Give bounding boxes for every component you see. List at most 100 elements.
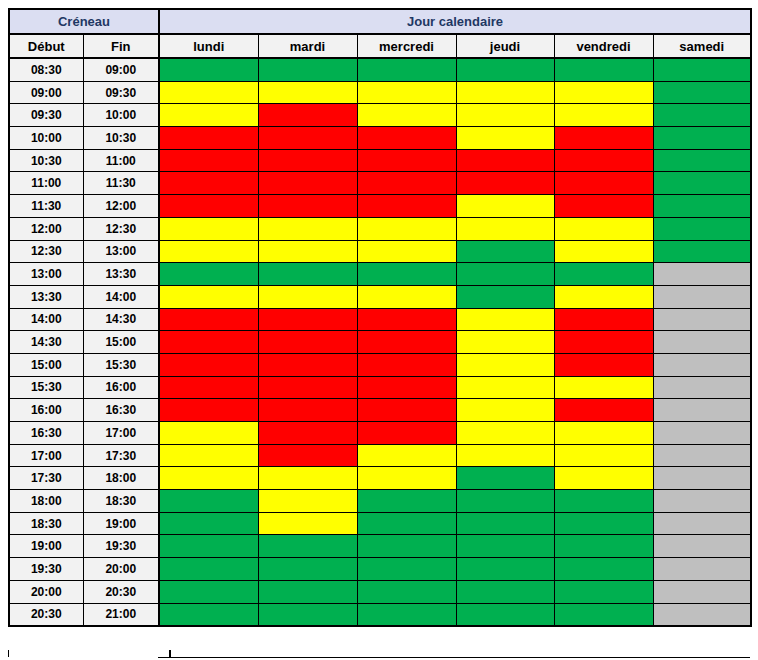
cell-samedi-0930[interactable] [653, 104, 751, 127]
cell-mercredi-1800[interactable] [357, 490, 456, 513]
cell-mardi-1530[interactable] [258, 376, 357, 399]
cell-samedi-1830[interactable] [653, 512, 751, 535]
cell-samedi-1930[interactable] [653, 558, 751, 581]
cell-lundi-1600[interactable] [159, 399, 258, 422]
cell-samedi-1800[interactable] [653, 490, 751, 513]
cell-mardi-0830[interactable] [258, 58, 357, 81]
cell-lundi-1130[interactable] [159, 195, 258, 218]
cell-jeudi-1300[interactable] [456, 263, 554, 286]
cell-vendredi-0930[interactable] [554, 104, 653, 127]
cell-lundi-1330[interactable] [159, 285, 258, 308]
cell-lundi-1500[interactable] [159, 353, 258, 376]
cell-lundi-0900[interactable] [159, 81, 258, 104]
cell-samedi-1030[interactable] [653, 149, 751, 172]
cell-jeudi-0900[interactable] [456, 81, 554, 104]
cell-mardi-1830[interactable] [258, 512, 357, 535]
cell-samedi-1900[interactable] [653, 535, 751, 558]
cell-jeudi-1000[interactable] [456, 127, 554, 150]
cell-mercredi-1600[interactable] [357, 399, 456, 422]
cell-mardi-1730[interactable] [258, 467, 357, 490]
cell-samedi-0830[interactable] [653, 58, 751, 81]
cell-jeudi-1400[interactable] [456, 308, 554, 331]
cell-mercredi-1700[interactable] [357, 444, 456, 467]
cell-mercredi-1400[interactable] [357, 308, 456, 331]
cell-lundi-1100[interactable] [159, 172, 258, 195]
cell-vendredi-1430[interactable] [554, 331, 653, 354]
cell-mercredi-1130[interactable] [357, 195, 456, 218]
cell-samedi-1730[interactable] [653, 467, 751, 490]
cell-mercredi-1630[interactable] [357, 422, 456, 445]
cell-mercredi-2000[interactable] [357, 580, 456, 603]
cell-mercredi-0830[interactable] [357, 58, 456, 81]
cell-mardi-1900[interactable] [258, 535, 357, 558]
cell-jeudi-1200[interactable] [456, 217, 554, 240]
cell-vendredi-1230[interactable] [554, 240, 653, 263]
cell-samedi-1530[interactable] [653, 376, 751, 399]
cell-mercredi-1900[interactable] [357, 535, 456, 558]
cell-jeudi-1700[interactable] [456, 444, 554, 467]
cell-samedi-1630[interactable] [653, 422, 751, 445]
cell-lundi-1200[interactable] [159, 217, 258, 240]
cell-lundi-1030[interactable] [159, 149, 258, 172]
cell-lundi-1630[interactable] [159, 422, 258, 445]
cell-mardi-1200[interactable] [258, 217, 357, 240]
cell-jeudi-1600[interactable] [456, 399, 554, 422]
cell-mercredi-1530[interactable] [357, 376, 456, 399]
cell-jeudi-1930[interactable] [456, 558, 554, 581]
cell-samedi-1600[interactable] [653, 399, 751, 422]
cell-vendredi-1330[interactable] [554, 285, 653, 308]
cell-mardi-1800[interactable] [258, 490, 357, 513]
cell-mardi-1400[interactable] [258, 308, 357, 331]
cell-jeudi-2030[interactable] [456, 603, 554, 626]
cell-jeudi-1430[interactable] [456, 331, 554, 354]
cell-jeudi-1800[interactable] [456, 490, 554, 513]
cell-samedi-2030[interactable] [653, 603, 751, 626]
cell-vendredi-1130[interactable] [554, 195, 653, 218]
cell-mardi-1630[interactable] [258, 422, 357, 445]
cell-samedi-1500[interactable] [653, 353, 751, 376]
cell-vendredi-1300[interactable] [554, 263, 653, 286]
cell-samedi-1400[interactable] [653, 308, 751, 331]
cell-lundi-1530[interactable] [159, 376, 258, 399]
cell-vendredi-1930[interactable] [554, 558, 653, 581]
cell-mercredi-1100[interactable] [357, 172, 456, 195]
cell-vendredi-1500[interactable] [554, 353, 653, 376]
cell-mardi-2030[interactable] [258, 603, 357, 626]
cell-vendredi-1030[interactable] [554, 149, 653, 172]
cell-mercredi-1930[interactable] [357, 558, 456, 581]
cell-mercredi-2030[interactable] [357, 603, 456, 626]
cell-samedi-1430[interactable] [653, 331, 751, 354]
cell-samedi-1100[interactable] [653, 172, 751, 195]
cell-jeudi-2000[interactable] [456, 580, 554, 603]
cell-lundi-1400[interactable] [159, 308, 258, 331]
cell-samedi-1300[interactable] [653, 263, 751, 286]
cell-lundi-1930[interactable] [159, 558, 258, 581]
cell-mercredi-1830[interactable] [357, 512, 456, 535]
cell-jeudi-1130[interactable] [456, 195, 554, 218]
cell-mardi-2000[interactable] [258, 580, 357, 603]
cell-samedi-1330[interactable] [653, 285, 751, 308]
cell-mardi-1700[interactable] [258, 444, 357, 467]
cell-vendredi-1200[interactable] [554, 217, 653, 240]
cell-samedi-1700[interactable] [653, 444, 751, 467]
cell-mardi-1000[interactable] [258, 127, 357, 150]
cell-mercredi-1200[interactable] [357, 217, 456, 240]
cell-vendredi-1530[interactable] [554, 376, 653, 399]
cell-lundi-2030[interactable] [159, 603, 258, 626]
cell-vendredi-1730[interactable] [554, 467, 653, 490]
cell-mercredi-0930[interactable] [357, 104, 456, 127]
cell-mardi-0900[interactable] [258, 81, 357, 104]
cell-jeudi-0830[interactable] [456, 58, 554, 81]
cell-vendredi-0830[interactable] [554, 58, 653, 81]
cell-mercredi-1330[interactable] [357, 285, 456, 308]
cell-mardi-1300[interactable] [258, 263, 357, 286]
cell-samedi-1200[interactable] [653, 217, 751, 240]
cell-jeudi-1900[interactable] [456, 535, 554, 558]
cell-vendredi-1400[interactable] [554, 308, 653, 331]
cell-jeudi-1230[interactable] [456, 240, 554, 263]
cell-lundi-1900[interactable] [159, 535, 258, 558]
cell-samedi-1130[interactable] [653, 195, 751, 218]
cell-lundi-1430[interactable] [159, 331, 258, 354]
cell-jeudi-1030[interactable] [456, 149, 554, 172]
cell-samedi-2000[interactable] [653, 580, 751, 603]
